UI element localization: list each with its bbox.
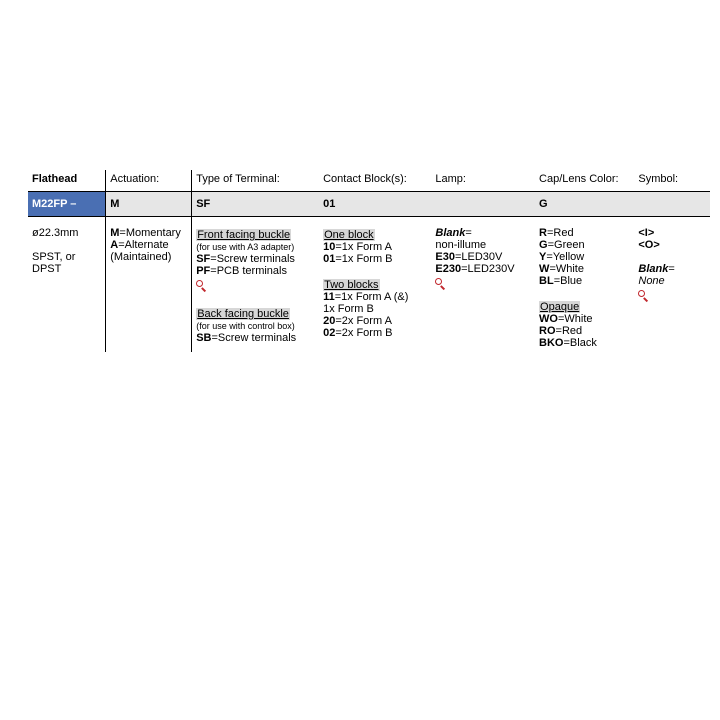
clr-y-label: =Yellow [546, 251, 584, 263]
term-sb-code: SB [196, 332, 211, 344]
clr-bl-code: BL [539, 275, 554, 287]
c11-label2: 1x Form B [323, 303, 374, 315]
lamp-e230-code: E230 [435, 263, 461, 275]
selected-row: M22FP – M SF 01 G [28, 192, 710, 217]
sym-blank-label: None [638, 275, 664, 287]
clr-w-code: W [539, 263, 549, 275]
header-row: Flathead Actuation: Type of Terminal: Co… [28, 170, 710, 192]
c11-label: =1x Form A (&) [335, 291, 409, 303]
col-contact: One block 10=1x Form A 01=1x Form B Two … [319, 217, 431, 353]
col-symbol: <I> <O> Blank= None [634, 217, 710, 353]
clr-sect-opaque: Opaque [539, 301, 580, 313]
hdr-contact: Contact Block(s): [319, 170, 431, 192]
clr-bl-label: =Blue [554, 275, 582, 287]
col-lamp: Blank= non-illume E30=LED30V E230=LED230… [431, 217, 535, 353]
col-flathead: ø22.3mm SPST, or DPST [28, 217, 106, 353]
act-note: (Maintained) [110, 251, 171, 263]
lamp-e230-label: =LED230V [461, 263, 515, 275]
lamp-e30-label: =LED30V [455, 251, 502, 263]
term-note-back: (for use with control box) [196, 321, 295, 331]
act-a-label: =Alternate [118, 239, 168, 251]
lamp-blank-label: non-illume [435, 239, 486, 251]
clr-ro-label: =Red [556, 325, 583, 337]
c01-label: =1x Form B [335, 253, 392, 265]
ordering-table: Flathead Actuation: Type of Terminal: Co… [28, 170, 710, 352]
clr-g-code: G [539, 239, 548, 251]
term-note-front: (for use with A3 adapter) [196, 242, 294, 252]
hdr-terminal: Type of Terminal: [192, 170, 319, 192]
pole-type: SPST, or DPST [32, 251, 75, 275]
sel-symbol [634, 192, 710, 217]
term-sect-front: Front facing buckle [196, 229, 291, 241]
clr-bko-code: BKO [539, 337, 563, 349]
c11-code: 11 [323, 291, 335, 303]
col-color: R=Red G=Green Y=Yellow W=White BL=Blue O… [535, 217, 634, 353]
term-pf-label: =PCB terminals [210, 265, 287, 277]
hdr-symbol: Symbol: [634, 170, 710, 192]
sel-actuation: M [106, 192, 192, 217]
clr-bko-label: =Black [564, 337, 597, 349]
clr-g-label: =Green [548, 239, 585, 251]
sym-blank-code: Blank [638, 263, 668, 275]
clr-w-label: =White [549, 263, 584, 275]
hdr-color: Cap/Lens Color: [535, 170, 634, 192]
term-pf-code: PF [196, 265, 210, 277]
lamp-blank-code: Blank [435, 227, 465, 239]
c02-label: =2x Form B [335, 327, 392, 339]
hdr-lamp: Lamp: [431, 170, 535, 192]
term-sect-back: Back facing buckle [196, 308, 290, 320]
contact-sect-two: Two blocks [323, 279, 379, 291]
sel-partno: M22FP – [28, 192, 106, 217]
sym-blank-eq: = [668, 263, 674, 275]
ordering-table-wrap: Flathead Actuation: Type of Terminal: Co… [0, 0, 720, 352]
lamp-blank-eq: = [465, 227, 471, 239]
hdr-flathead: Flathead [28, 170, 106, 192]
sym-o: <O> [638, 239, 659, 251]
clr-r-label: =Red [547, 227, 574, 239]
c10-code: 10 [323, 241, 335, 253]
sel-contact: 01 [319, 192, 431, 217]
term-sb-label: =Screw terminals [211, 332, 296, 344]
sel-terminal: SF [192, 192, 319, 217]
diameter: ø22.3mm [32, 227, 78, 239]
hdr-actuation: Actuation: [106, 170, 192, 192]
magnify-icon[interactable] [638, 290, 649, 301]
term-sf-label: =Screw terminals [210, 253, 295, 265]
c02-code: 02 [323, 327, 335, 339]
col-terminal: Front facing buckle (for use with A3 ada… [192, 217, 319, 353]
act-m-label: =Momentary [119, 227, 180, 239]
sel-lamp [431, 192, 535, 217]
term-sf-code: SF [196, 253, 210, 265]
act-a-code: A [110, 239, 118, 251]
clr-ro-code: RO [539, 325, 556, 337]
c20-code: 20 [323, 315, 335, 327]
clr-r-code: R [539, 227, 547, 239]
body-row: ø22.3mm SPST, or DPST M=Momentary A=Alte… [28, 217, 710, 353]
c10-label: =1x Form A [335, 241, 392, 253]
magnify-icon[interactable] [196, 280, 207, 291]
c01-code: 01 [323, 253, 335, 265]
lamp-e30-code: E30 [435, 251, 455, 263]
magnify-icon[interactable] [435, 278, 446, 289]
contact-sect-one: One block [323, 229, 375, 241]
col-actuation: M=Momentary A=Alternate (Maintained) [106, 217, 192, 353]
sel-color: G [535, 192, 634, 217]
clr-wo-code: WO [539, 313, 558, 325]
c20-label: =2x Form A [335, 315, 392, 327]
sym-i: <I> [638, 227, 654, 239]
clr-wo-label: =White [558, 313, 593, 325]
